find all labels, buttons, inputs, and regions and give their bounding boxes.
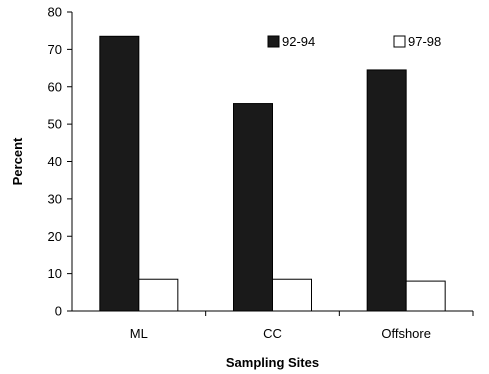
bar-97-98-Offshore: [405, 280, 446, 312]
y-tick-label: 80: [48, 5, 62, 20]
x-tick-label: ML: [130, 326, 148, 341]
x-tick-label: CC: [263, 326, 282, 341]
y-tick-label: 40: [48, 154, 62, 169]
bar-92-94-CC: [233, 103, 273, 312]
legend-label: 97-98: [408, 34, 441, 49]
bar-92-94-ML: [99, 35, 140, 312]
legend-label: 92-94: [282, 34, 315, 49]
legend: 92-94 97-98: [267, 34, 441, 49]
legend-swatch: [393, 35, 406, 48]
y-axis-ticks: 0 10 20 30 40 50 60 70 80: [48, 5, 72, 319]
y-tick-label: 20: [48, 229, 62, 244]
y-tick-label: 0: [55, 304, 62, 319]
legend-swatch: [267, 35, 280, 48]
x-tick-label: Offshore: [381, 326, 431, 341]
bar-97-98-CC: [272, 278, 312, 312]
y-tick-label: 10: [48, 266, 62, 281]
y-tick-label: 50: [48, 117, 62, 132]
x-axis-title: Sampling Sites: [226, 355, 319, 370]
bar-97-98-ML: [138, 278, 179, 312]
y-tick-label: 30: [48, 191, 62, 206]
y-axis-title: Percent: [10, 137, 25, 185]
bars: [99, 35, 446, 312]
y-tick-label: 60: [48, 79, 62, 94]
bar-92-94-Offshore: [366, 69, 407, 312]
y-tick-label: 70: [48, 42, 62, 57]
x-axis-ticks: ML CC Offshore: [130, 311, 474, 341]
